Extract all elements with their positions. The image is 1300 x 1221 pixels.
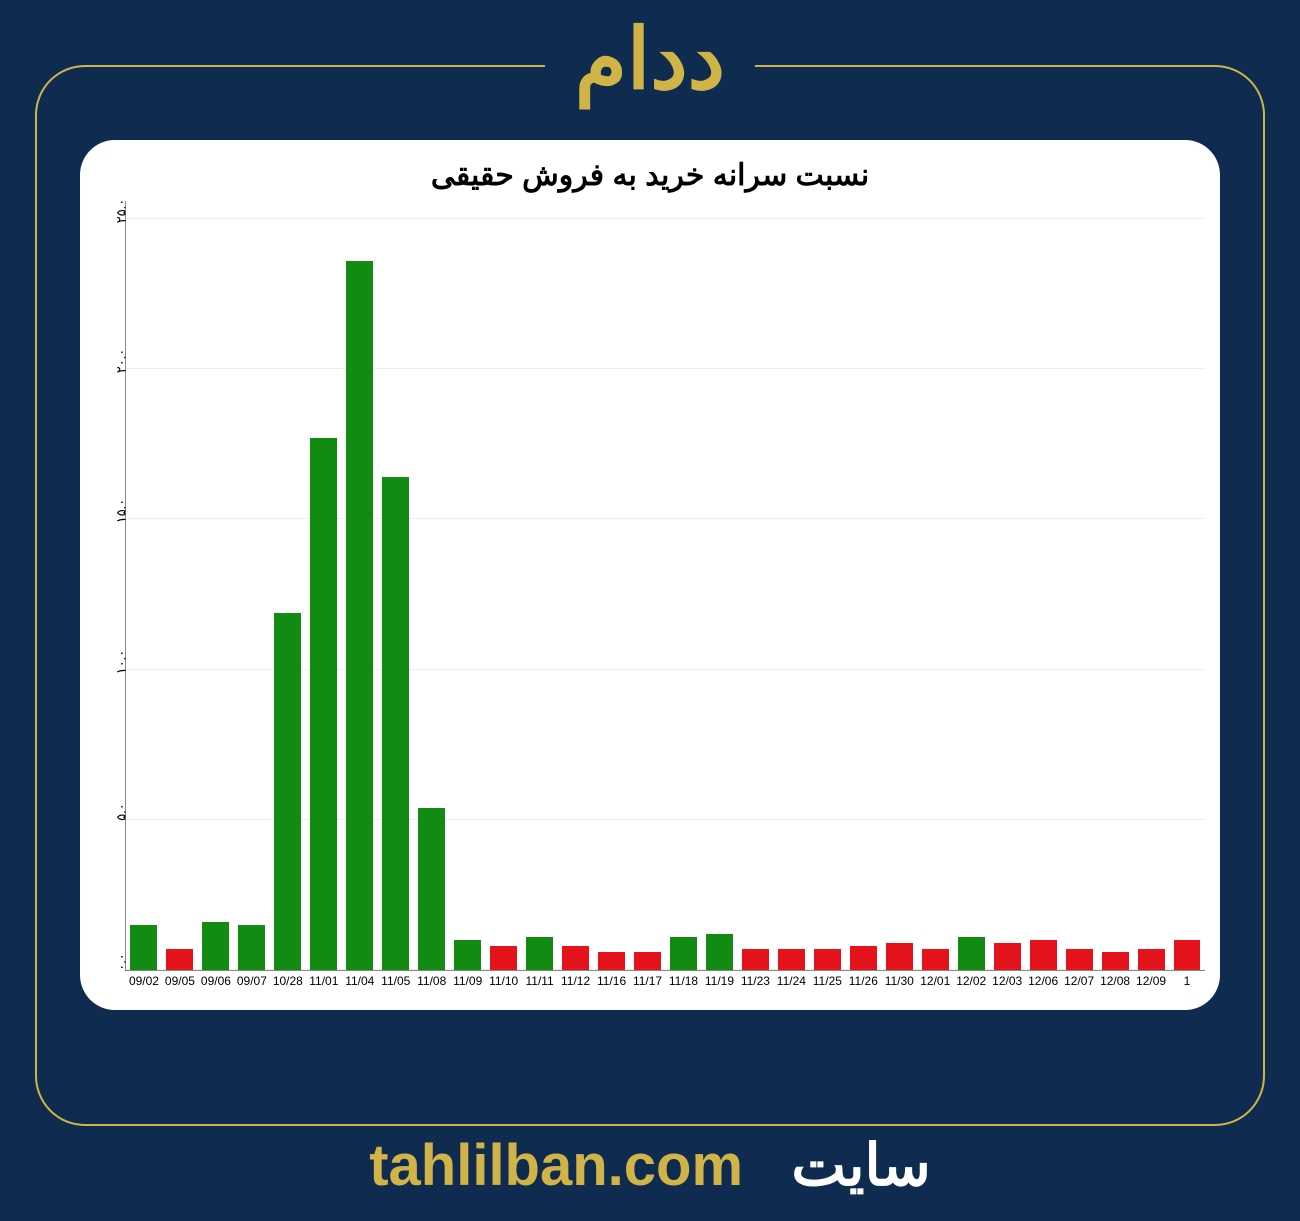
xtick-label: 11/05	[381, 974, 410, 988]
footer-url: tahlilban.com	[369, 1133, 743, 1198]
gridline	[126, 518, 1205, 519]
footer: tahlilban.com سایت	[369, 1131, 931, 1199]
bar	[958, 937, 985, 970]
bar	[382, 477, 409, 970]
bar	[1066, 949, 1093, 970]
xtick-label: 11/24	[777, 974, 806, 988]
bar	[346, 261, 373, 970]
chart-plot: ۰.۰۵.۰۱۰.۰۱۵.۰۲۰.۰۲۵.۰09/0209/0509/0609/…	[125, 201, 1205, 971]
bar	[202, 922, 229, 970]
page-title: ددام	[545, 10, 755, 108]
bar	[778, 949, 805, 970]
bar	[166, 949, 193, 970]
bar	[922, 949, 949, 970]
xtick-label: 11/01	[309, 974, 338, 988]
bar	[598, 952, 625, 970]
xtick-label: 11/19	[705, 974, 734, 988]
xtick-label: 09/06	[201, 974, 231, 988]
bar	[1102, 952, 1129, 970]
ytick-label: ۱۰.۰	[114, 649, 130, 674]
xtick-label: 1	[1184, 974, 1191, 988]
ytick-label: ۰.۰	[114, 953, 130, 971]
xtick-label: 11/12	[561, 974, 590, 988]
bar	[490, 946, 517, 970]
ytick-label: ۵.۰	[114, 803, 130, 821]
xtick-label: 11/25	[813, 974, 842, 988]
xtick-label: 11/10	[489, 974, 518, 988]
bar	[418, 808, 445, 970]
bar	[706, 934, 733, 970]
chart-title: نسبت سرانه خرید به فروش حقیقی	[90, 158, 1210, 193]
xtick-label: 12/06	[1028, 974, 1058, 988]
xtick-label: 11/18	[669, 974, 698, 988]
ytick-label: ۲۰.۰	[114, 349, 130, 374]
bar	[454, 940, 481, 970]
xtick-label: 11/30	[885, 974, 914, 988]
bar	[742, 949, 769, 970]
bar	[886, 943, 913, 970]
xtick-label: 12/02	[956, 974, 986, 988]
bar	[634, 952, 661, 970]
bar	[310, 438, 337, 970]
chart-area: ۰.۰ ۵.۰ ۱۰.۰ ۱۵.۰ ۲۰.۰ ۲۵.۰ 09/02 09/05 09/06 09/…	[90, 201, 1210, 1001]
bar	[1030, 940, 1057, 970]
xtick-label: 12/07	[1064, 974, 1094, 988]
xtick-label: 12/03	[992, 974, 1022, 988]
xtick-label: 11/08	[417, 974, 446, 988]
bar	[238, 925, 265, 970]
bar	[562, 946, 589, 970]
xtick-label: 09/05	[165, 974, 195, 988]
xtick-label: 09/02	[129, 974, 159, 988]
bar	[130, 925, 157, 970]
chart-card: نسبت سرانه خرید به فروش حقیقی ۰.۰ ۵.۰ ۱۰.۰…	[80, 140, 1220, 1010]
xtick-label: 11/17	[633, 974, 662, 988]
xtick-label: 12/09	[1136, 974, 1166, 988]
xtick-label: 11/23	[741, 974, 770, 988]
gridline	[126, 218, 1205, 219]
gridline	[126, 368, 1205, 369]
bar	[850, 946, 877, 970]
bar	[814, 949, 841, 970]
xtick-label: 11/16	[597, 974, 626, 988]
xtick-label: 12/08	[1100, 974, 1130, 988]
bar	[1174, 940, 1201, 970]
bar	[274, 613, 301, 970]
footer-label: سایت	[791, 1133, 930, 1198]
xtick-label: 09/07	[237, 974, 267, 988]
bar	[670, 937, 697, 970]
bar	[526, 937, 553, 970]
ytick-label: ۲۵.۰	[114, 199, 130, 224]
xtick-label: 10/28	[273, 974, 303, 988]
xtick-label: 12/01	[920, 974, 950, 988]
xtick-label: 11/09	[453, 974, 482, 988]
ytick-label: ۱۵.۰	[114, 499, 130, 524]
bar	[994, 943, 1021, 970]
xtick-label: 11/04	[345, 974, 374, 988]
bar	[1138, 949, 1165, 970]
xtick-label: 11/26	[849, 974, 878, 988]
xtick-label: 11/11	[525, 974, 553, 988]
